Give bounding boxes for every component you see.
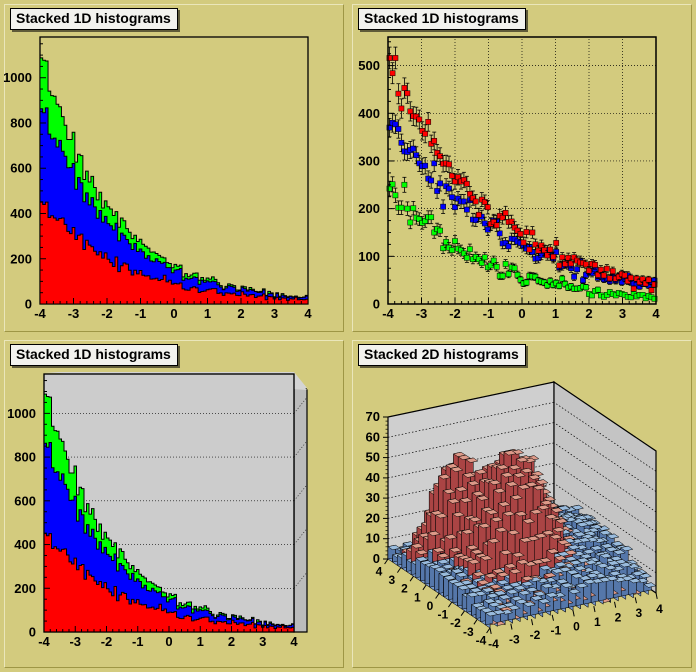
svg-text:1: 1 [594,615,601,629]
svg-text:1: 1 [204,306,211,321]
svg-text:3: 3 [388,573,395,587]
svg-text:1: 1 [414,590,421,604]
svg-text:0: 0 [573,619,580,633]
svg-text:-1: -1 [135,306,147,321]
svg-text:0: 0 [373,297,380,312]
svg-text:2: 2 [615,611,622,625]
svg-text:-3: -3 [416,306,428,321]
svg-text:600: 600 [10,161,32,176]
svg-text:-1: -1 [132,634,144,649]
svg-text:0: 0 [29,625,36,640]
svg-text:2: 2 [401,582,408,596]
svg-text:200: 200 [10,251,32,266]
svg-text:10: 10 [366,531,380,546]
svg-text:-4: -4 [34,306,46,321]
svg-text:4: 4 [656,602,663,616]
svg-text:1000: 1000 [3,70,32,85]
svg-text:0: 0 [518,306,525,321]
svg-text:-2: -2 [101,634,113,649]
svg-text:300: 300 [358,153,380,168]
svg-text:0: 0 [170,306,177,321]
svg-text:2: 2 [585,306,592,321]
svg-text:200: 200 [14,581,36,596]
svg-text:4: 4 [652,306,660,321]
svg-text:4: 4 [376,564,383,578]
svg-text:2: 2 [237,306,244,321]
svg-text:-3: -3 [69,634,81,649]
svg-text:-3: -3 [509,632,520,646]
svg-text:800: 800 [10,115,32,130]
svg-text:3: 3 [259,634,266,649]
svg-text:-2: -2 [450,616,461,630]
svg-text:-2: -2 [530,628,541,642]
svg-text:3: 3 [635,606,642,620]
svg-text:-4: -4 [488,637,499,651]
svg-text:400: 400 [10,206,32,221]
svg-text:1: 1 [197,634,204,649]
svg-text:0: 0 [25,297,32,312]
svg-text:1: 1 [552,306,559,321]
svg-text:-4: -4 [382,306,394,321]
svg-text:100: 100 [358,249,380,264]
svg-text:-4: -4 [38,634,50,649]
svg-text:0: 0 [427,599,434,613]
svg-text:400: 400 [358,106,380,121]
svg-text:70: 70 [366,409,380,424]
svg-text:2: 2 [228,634,235,649]
svg-text:50: 50 [366,450,380,465]
svg-text:-1: -1 [437,608,448,622]
svg-text:-3: -3 [463,625,474,639]
svg-text:-1: -1 [550,624,561,638]
svg-text:3: 3 [271,306,278,321]
svg-text:200: 200 [358,201,380,216]
svg-text:3: 3 [619,306,626,321]
svg-text:0: 0 [165,634,172,649]
svg-text:60: 60 [366,429,380,444]
svg-text:-4: -4 [476,633,487,647]
svg-text:30: 30 [366,490,380,505]
svg-text:20: 20 [366,510,380,525]
svg-text:-2: -2 [449,306,461,321]
svg-text:-1: -1 [483,306,495,321]
svg-text:-3: -3 [68,306,80,321]
svg-text:1000: 1000 [7,406,36,421]
svg-text:600: 600 [14,493,36,508]
svg-text:4: 4 [304,306,312,321]
svg-text:4: 4 [290,634,298,649]
svg-text:-2: -2 [101,306,113,321]
svg-text:800: 800 [14,450,36,465]
svg-text:400: 400 [14,537,36,552]
svg-text:500: 500 [358,58,380,73]
svg-text:40: 40 [366,470,380,485]
